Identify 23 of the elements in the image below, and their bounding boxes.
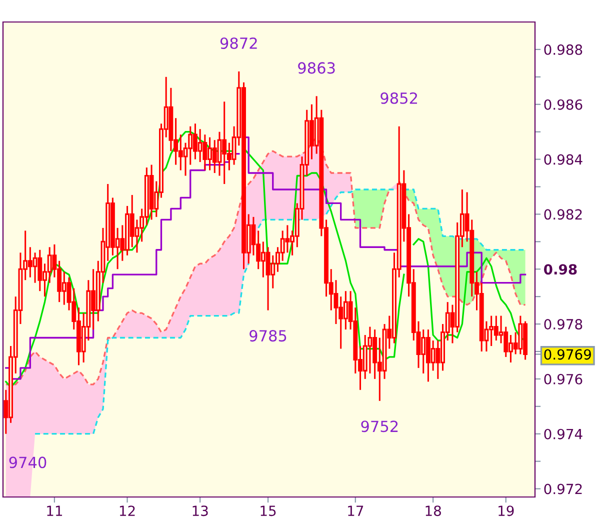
annotation: 9863 xyxy=(298,62,335,74)
y-tick-label: 0.972 xyxy=(544,484,582,494)
x-tick-label: 17 xyxy=(348,506,364,516)
x-tick-label: 12 xyxy=(120,506,135,516)
y-tick-label: 0.984 xyxy=(544,154,582,165)
x-tick-label: 18 xyxy=(426,506,441,516)
x-tick-label: 13 xyxy=(192,506,208,516)
annotation: 9752 xyxy=(361,420,398,432)
annotation: 9740 xyxy=(9,456,46,468)
y-tick-label: 0.976 xyxy=(544,374,582,384)
x-tick-label: 11 xyxy=(47,506,62,516)
y-tick-label: 0.986 xyxy=(544,99,582,110)
x-tick-label: 15 xyxy=(260,506,276,516)
y-tick-label: 0.974 xyxy=(544,428,582,440)
y-tick-label: 0.98 xyxy=(544,264,577,275)
y-tick-label: 0.982 xyxy=(544,209,582,220)
annotation: 9785 xyxy=(250,330,286,342)
y-tick-label: 0.9769 xyxy=(544,349,591,360)
y-tick-label: 0.988 xyxy=(544,44,582,55)
annotation: 9872 xyxy=(220,37,257,50)
y-tick-label: 0.978 xyxy=(544,318,582,330)
x-tick-label: 19 xyxy=(498,506,514,516)
annotation: 9852 xyxy=(380,92,417,104)
